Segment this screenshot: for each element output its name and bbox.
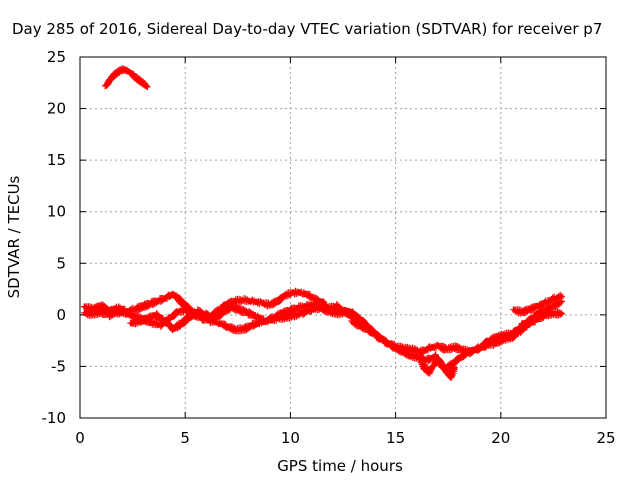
series-track-g <box>510 291 565 317</box>
x-tick-label: 10 <box>281 429 300 447</box>
y-tick-label: 25 <box>47 48 66 66</box>
series-markers <box>510 291 565 317</box>
series-markers <box>127 298 328 334</box>
series-track-f <box>417 356 458 381</box>
grid <box>80 57 606 418</box>
x-tick-label: 25 <box>596 429 615 447</box>
series-track-c <box>127 298 328 334</box>
y-tick-label: -5 <box>51 357 66 375</box>
y-tick-label: -10 <box>42 409 67 427</box>
series-markers <box>417 356 458 381</box>
x-tick-label: 20 <box>491 429 510 447</box>
y-axis-label: SDTVAR / TECUs <box>5 175 23 298</box>
y-tick-label: 5 <box>56 254 66 272</box>
y-tick-label: 10 <box>47 203 66 221</box>
x-tick-label: 15 <box>386 429 405 447</box>
x-tick-label: 5 <box>180 429 190 447</box>
x-tick-label: 0 <box>75 429 85 447</box>
series-upper-track <box>102 65 151 91</box>
y-tick-label: 15 <box>47 151 66 169</box>
axis-ticks: 0 5 10 15 20 25 -10 -5 0 5 10 15 20 25 <box>42 48 616 447</box>
y-tick-label: 20 <box>47 100 66 118</box>
plot-frame <box>79 56 607 419</box>
y-tick-label: 0 <box>56 306 66 324</box>
x-axis-label: GPS time / hours <box>277 457 403 475</box>
data-series <box>81 65 565 381</box>
series-markers <box>102 65 151 91</box>
chart-title: Day 285 of 2016, Sidereal Day-to-day VTE… <box>12 20 602 38</box>
